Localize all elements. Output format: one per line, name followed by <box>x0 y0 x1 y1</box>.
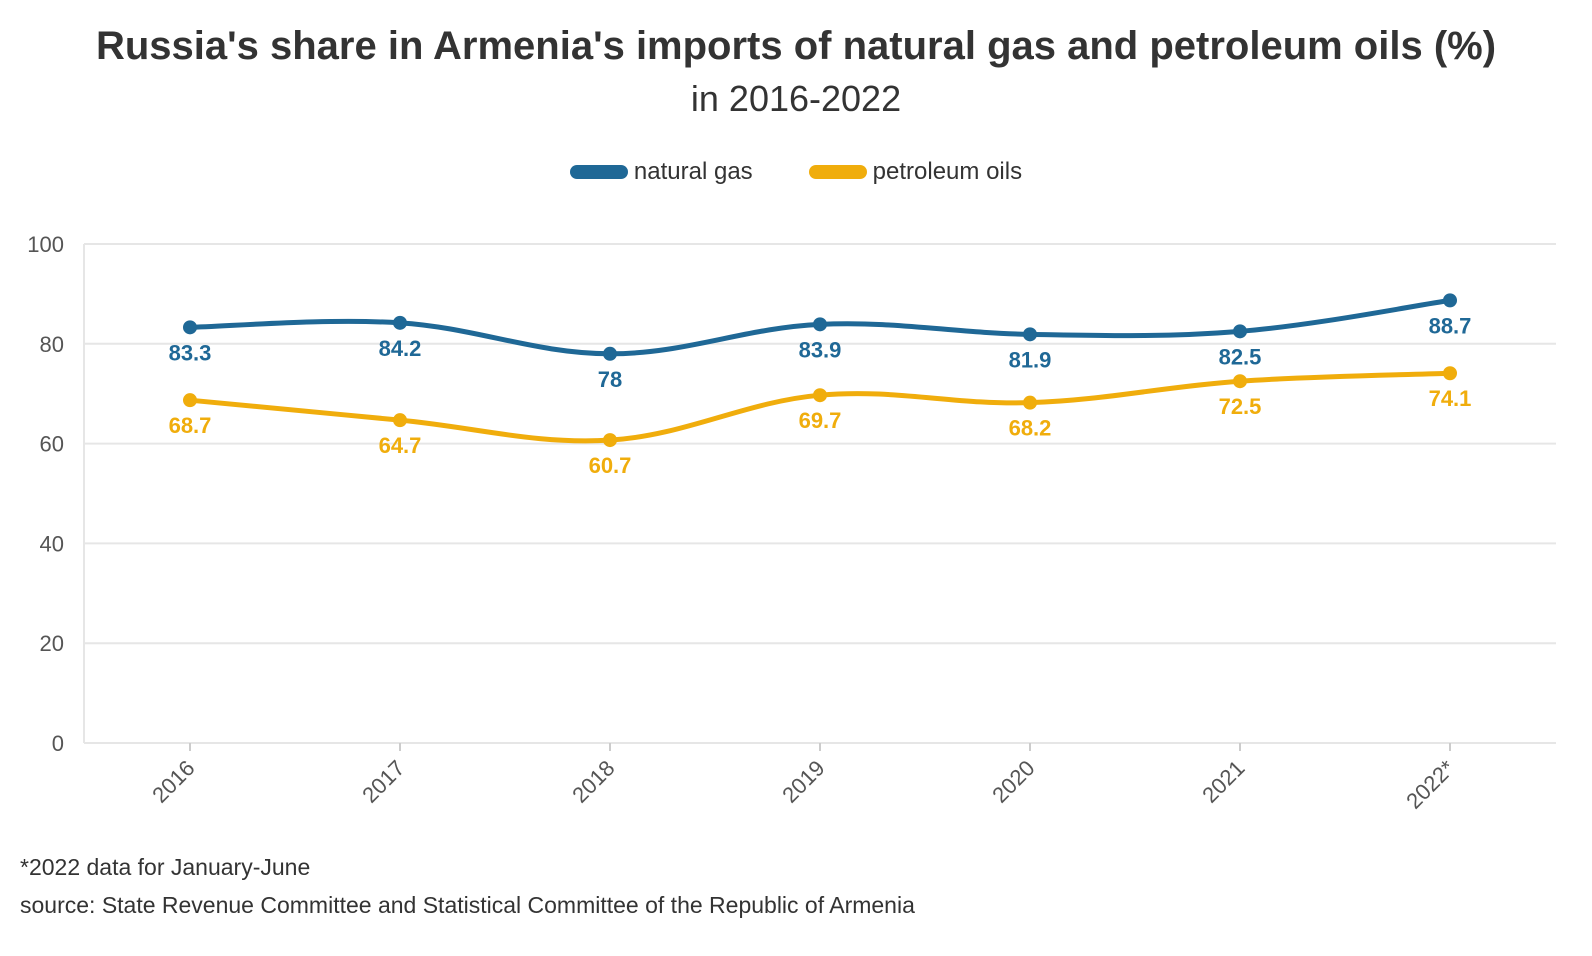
data-point-natural-gas <box>183 320 197 335</box>
data-label-petroleum-oils: 68.7 <box>169 413 212 438</box>
data-point-natural-gas <box>1023 327 1037 342</box>
legend-swatch-petroleum-oils <box>808 165 867 179</box>
y-tick-label: 100 <box>27 232 64 257</box>
x-tick-label: 2022* <box>1401 755 1460 814</box>
data-label-natural-gas: 78 <box>598 367 622 392</box>
x-tick-label: 2020 <box>987 755 1039 807</box>
legend-swatch-natural-gas <box>569 165 628 179</box>
data-label-petroleum-oils: 74.1 <box>1429 386 1472 411</box>
x-tick-label: 2017 <box>357 755 409 807</box>
data-point-petroleum-oils <box>393 413 407 428</box>
data-point-petroleum-oils <box>813 388 827 403</box>
chart-title: Russia's share in Armenia's imports of n… <box>95 24 1497 68</box>
data-label-natural-gas: 83.3 <box>169 340 212 365</box>
data-label-petroleum-oils: 60.7 <box>589 453 632 478</box>
data-point-natural-gas <box>393 315 407 330</box>
data-point-natural-gas <box>1443 293 1457 308</box>
data-point-petroleum-oils <box>183 393 197 408</box>
legend-label-petroleum-oils: petroleum oils <box>872 158 1023 185</box>
data-point-petroleum-oils <box>1233 374 1247 389</box>
data-label-petroleum-oils: 72.5 <box>1219 394 1262 419</box>
chart-subtitle: in 2016-2022 <box>690 78 902 119</box>
data-label-petroleum-oils: 64.7 <box>379 433 422 458</box>
data-label-natural-gas: 83.9 <box>799 337 842 362</box>
y-tick-label: 0 <box>52 731 64 756</box>
data-label-natural-gas: 88.7 <box>1429 313 1472 338</box>
data-point-petroleum-oils <box>1443 366 1457 381</box>
y-tick-label: 80 <box>40 332 64 357</box>
data-point-petroleum-oils <box>1023 395 1037 410</box>
x-tick-label: 2019 <box>777 755 829 807</box>
legend-item-natural-gas[interactable]: natural gas <box>569 158 753 186</box>
data-point-natural-gas <box>603 346 617 361</box>
y-tick-label: 60 <box>40 432 64 457</box>
x-tick-label: 2016 <box>147 755 199 807</box>
data-label-natural-gas: 81.9 <box>1009 347 1052 372</box>
legend-item-petroleum-oils[interactable]: petroleum oils <box>808 158 1023 186</box>
data-label-petroleum-oils: 69.7 <box>799 408 842 433</box>
data-point-natural-gas <box>813 317 827 332</box>
source-note: source: State Revenue Committee and Stat… <box>20 892 915 918</box>
data-point-petroleum-oils <box>603 433 617 448</box>
y-tick-label: 40 <box>40 531 64 556</box>
x-tick-label: 2018 <box>567 755 619 807</box>
data-label-natural-gas: 84.2 <box>379 336 422 361</box>
legend-label-natural-gas: natural gas <box>633 158 753 185</box>
y-tick-label: 20 <box>40 631 64 656</box>
legend: natural gas petroleum oils <box>0 158 1592 186</box>
data-label-petroleum-oils: 68.2 <box>1009 416 1052 441</box>
x-tick-label: 2021 <box>1197 755 1249 807</box>
data-label-natural-gas: 82.5 <box>1219 344 1262 369</box>
data-point-natural-gas <box>1233 324 1247 339</box>
footnote: *2022 data for January-June <box>20 854 311 880</box>
